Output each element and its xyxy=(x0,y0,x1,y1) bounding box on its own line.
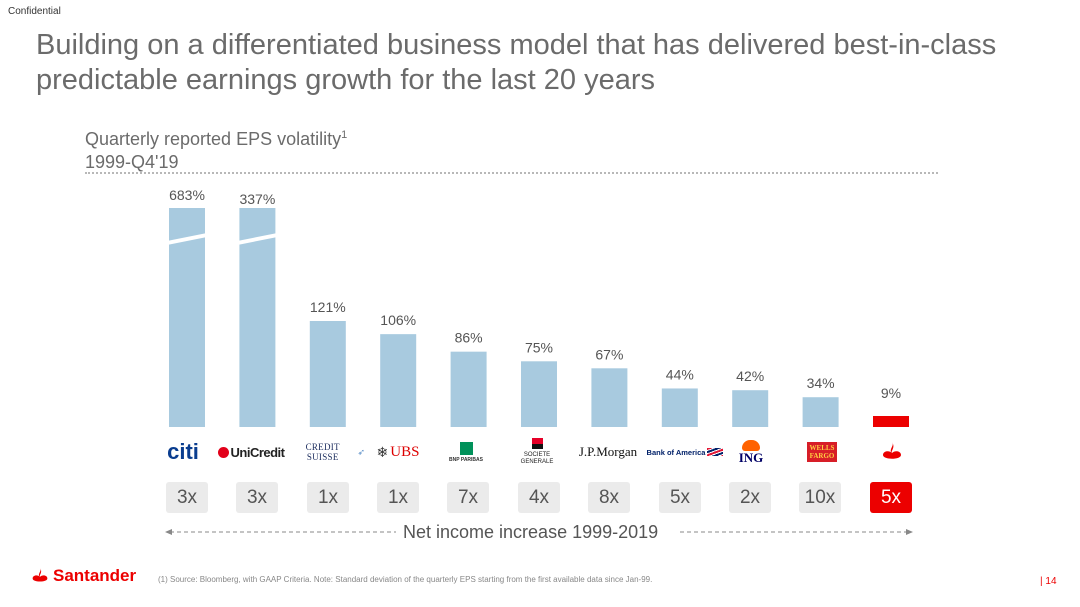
confidential-label: Confidential xyxy=(8,6,61,17)
bar-bnp-paribas xyxy=(450,351,487,427)
chart-title: Quarterly reported EPS volatility1 1999-… xyxy=(85,124,347,174)
multiple-bank-of-america: 5x xyxy=(659,482,701,513)
value-label-wells-fargo: 34% xyxy=(807,375,835,391)
value-label-bank-of-america: 44% xyxy=(666,366,694,382)
footnote-marker: 1 xyxy=(341,129,348,141)
unicredit-logo: UniCredit xyxy=(216,438,286,466)
ubs-logo-text: UBS xyxy=(390,443,420,460)
wells-fargo-badge: WELLS FARGO xyxy=(806,442,838,462)
bar-bank-of-america xyxy=(661,388,698,427)
multiple-unicredit: 3x xyxy=(236,482,278,513)
bar-jpmorgan xyxy=(591,368,628,427)
bar-unicredit xyxy=(239,208,276,427)
bar-credit-suisse xyxy=(309,321,346,427)
bnp-logo-text: BNP PARIBAS xyxy=(449,456,483,463)
multiple-bnp-paribas: 7x xyxy=(447,482,489,513)
multiple-santander: 5x xyxy=(870,482,912,513)
dotted-divider xyxy=(85,172,938,174)
value-label-credit-suisse: 121% xyxy=(310,299,346,315)
societe-generale-logo: SOCIETE GENERALE xyxy=(512,438,562,466)
ing-lion-icon xyxy=(742,440,760,451)
santander-flame-icon xyxy=(883,442,901,459)
santander-brand: Santander xyxy=(30,566,136,586)
ubs-keys-icon: ❄ xyxy=(376,443,389,460)
chart-title-text: Quarterly reported EPS volatility xyxy=(85,129,342,149)
santander-logo xyxy=(874,438,910,466)
credit-suisse-logo-text: CREDIT SUISSE xyxy=(305,442,340,462)
santander-brand-text: Santander xyxy=(53,566,137,585)
value-label-ubs: 106% xyxy=(380,312,416,328)
bnp-stars-icon xyxy=(459,441,473,455)
bar-societe-generale xyxy=(521,361,557,427)
bank-of-america-flag-icon xyxy=(707,448,724,456)
multiple-wells-fargo: 10x xyxy=(799,482,841,513)
unicredit-mark-icon xyxy=(217,446,229,458)
wells-fargo-text-2: FARGO xyxy=(809,452,835,460)
jpmorgan-logo-text: J.P.Morgan xyxy=(578,444,638,459)
multiple-credit-suisse: 1x xyxy=(307,482,349,513)
ing-logo: ING xyxy=(728,438,774,466)
societe-generale-text-1: SOCIETE xyxy=(523,452,551,458)
multiple-societe-generale: 4x xyxy=(518,482,560,513)
bar-wells-fargo xyxy=(802,397,839,427)
bnp-paribas-logo: BNP PARIBAS xyxy=(438,438,494,466)
multiple-jpmorgan: 8x xyxy=(588,482,630,513)
ubs-logo: ❄ UBS xyxy=(372,438,424,466)
citi-logo-text: citi xyxy=(167,439,199,464)
chart-subtitle: 1999-Q4'19 xyxy=(85,152,179,172)
wells-fargo-text-1: WELLS xyxy=(809,444,835,452)
societe-generale-text-2: GENERALE xyxy=(520,459,554,465)
net-income-label: Net income increase 1999-2019 xyxy=(398,522,664,543)
value-label-jpmorgan: 67% xyxy=(595,346,623,362)
multiple-ubs: 1x xyxy=(377,482,419,513)
value-label-ing: 42% xyxy=(736,368,764,384)
value-label-santander: 9% xyxy=(881,385,901,401)
page-number: | 14 xyxy=(1040,576,1057,587)
bar-ubs xyxy=(380,334,417,427)
bank-of-america-logo: Bank of America xyxy=(645,438,725,466)
value-label-societe-generale: 75% xyxy=(525,339,553,355)
bar-ing xyxy=(732,390,769,427)
axis-break-citi xyxy=(167,233,207,245)
credit-suisse-logo: CREDIT SUISSE ➶ xyxy=(289,438,365,466)
page-title: Building on a differentiated business mo… xyxy=(36,29,997,96)
multiple-ing: 2x xyxy=(729,482,771,513)
value-label-unicredit: 337% xyxy=(239,191,275,207)
wells-fargo-logo: WELLS FARGO xyxy=(804,438,840,466)
axis-break-unicredit xyxy=(237,233,278,245)
bank-of-america-logo-text: Bank of America xyxy=(646,447,706,457)
arrow-left-icon xyxy=(165,529,172,535)
jpmorgan-logo: J.P.Morgan xyxy=(574,438,642,466)
bar-citi xyxy=(169,208,205,427)
bar-santander xyxy=(873,416,909,427)
multiple-citi: 3x xyxy=(166,482,208,513)
santander-brand-icon xyxy=(32,567,48,582)
value-label-bnp-paribas: 86% xyxy=(455,330,483,346)
unicredit-logo-text: UniCredit xyxy=(230,444,286,460)
value-label-citi: 683% xyxy=(169,187,205,203)
footnote: (1) Source: Bloomberg, with GAAP Criteri… xyxy=(158,575,653,584)
citi-logo: citi xyxy=(160,438,206,466)
ing-logo-text: ING xyxy=(738,450,764,465)
sail-icon: ➶ xyxy=(357,446,365,457)
societe-generale-square-icon xyxy=(531,438,543,449)
arrow-right-icon xyxy=(906,529,913,535)
